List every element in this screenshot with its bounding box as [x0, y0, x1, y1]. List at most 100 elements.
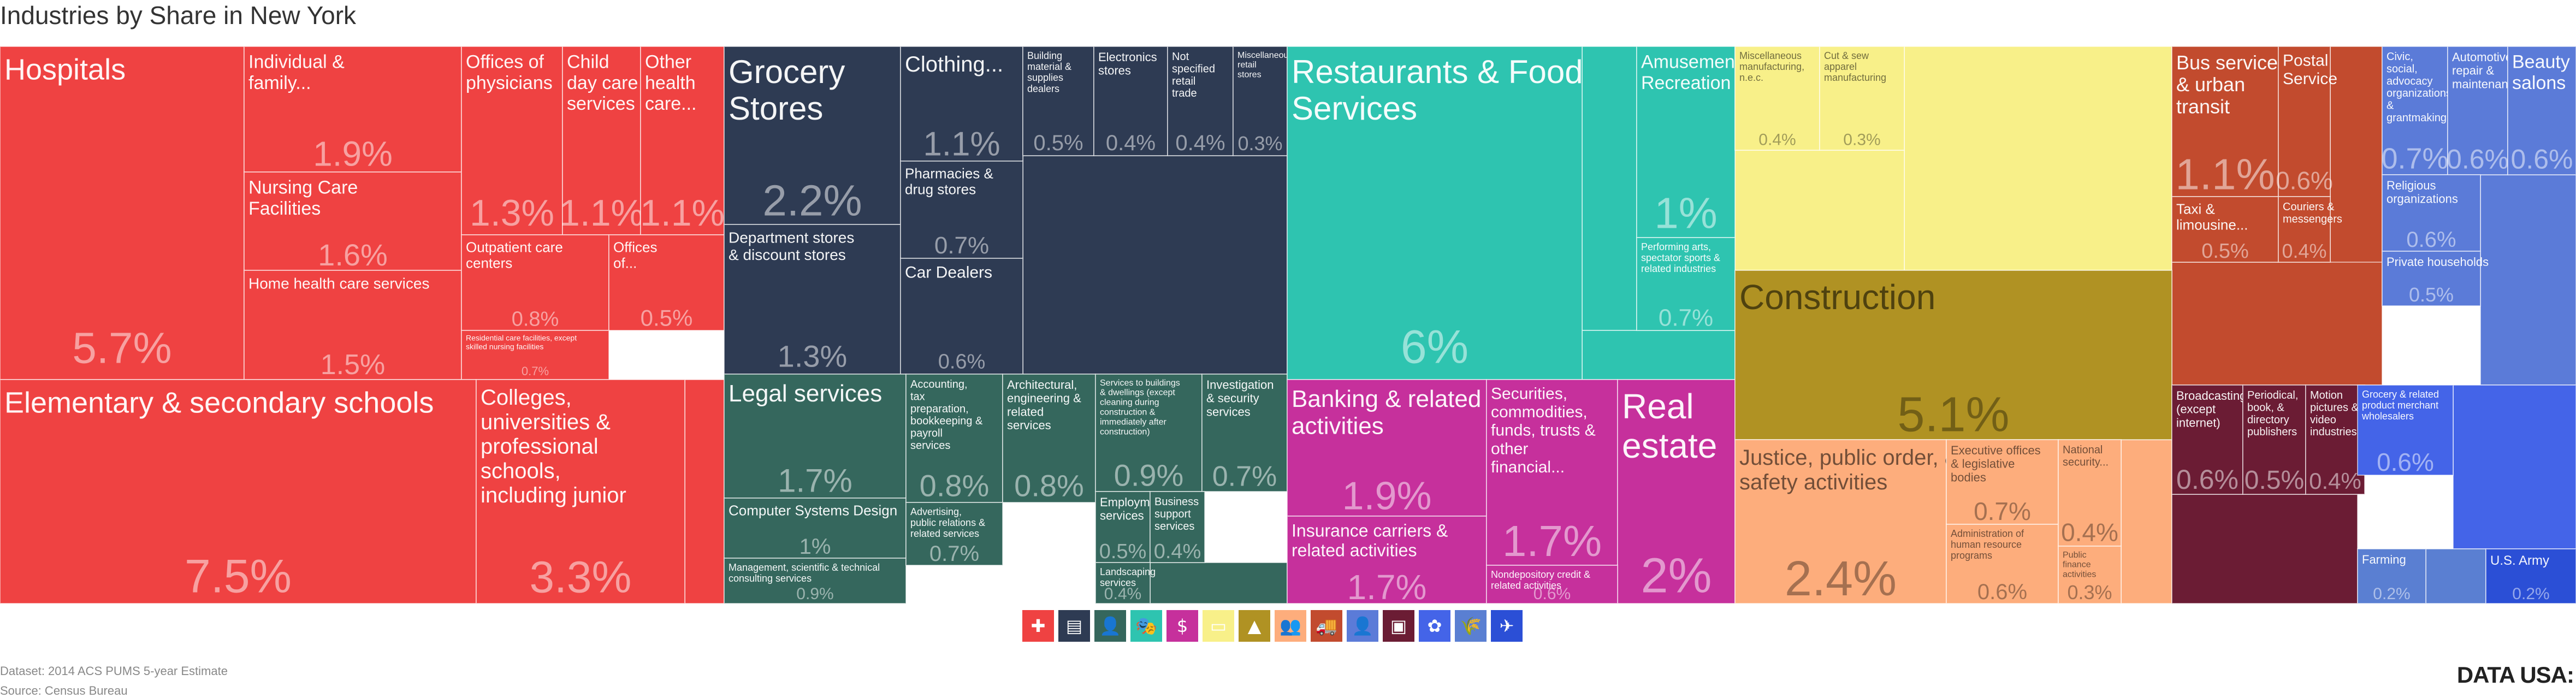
- treemap-cell-label: book, &: [2247, 401, 2284, 413]
- treemap-cell-label: Insurance carriers &: [1292, 521, 1448, 541]
- treemap-cell[interactable]: Colleges,universities &professionalschoo…: [476, 379, 685, 604]
- treemap-cell[interactable]: Home health care services 1.5%: [244, 270, 462, 381]
- treemap-cell[interactable]: Civic,social,advocacyorganizations,&gran…: [2381, 46, 2455, 175]
- treemap-cell[interactable]: U.S. Army 0.2%: [2485, 548, 2576, 604]
- treemap-cell[interactable]: Clothing... 1.1%: [900, 46, 1023, 163]
- treemap-cell-rect: [2382, 251, 2481, 306]
- retail-icon[interactable]: ▤: [1058, 610, 1090, 642]
- treemap-cell[interactable]: Farming 0.2%: [2357, 548, 2426, 604]
- treemap-minor-cells-manufacturing: [1904, 46, 2172, 271]
- treemap-cell-rect: [2357, 548, 2426, 604]
- treemap-cell[interactable]: Private households 0.5%: [2382, 251, 2489, 306]
- treemap-cell-label: retail: [1237, 61, 1257, 70]
- treemap-cell-rect: [2357, 385, 2454, 476]
- treemap-cell-share: 0.6%: [1977, 580, 2027, 604]
- treemap-cell-label: construction): [1100, 427, 1150, 436]
- treemap-cell-share: 1.6%: [318, 238, 388, 272]
- treemap-cell[interactable]: Advertising,public relations &related se…: [905, 502, 1003, 566]
- treemap-cell-rect: [2058, 439, 2122, 547]
- manufacturing-icon[interactable]: ▭: [1203, 610, 1234, 642]
- information-icon[interactable]: ▣: [1383, 610, 1414, 642]
- treemap-cell[interactable]: Couriers &messengers 0.4%: [2278, 196, 2342, 263]
- treemap-cell-rect: [2171, 385, 2243, 495]
- treemap-cell[interactable]: Performing arts,spectator sports &relate…: [1636, 237, 1736, 332]
- treemap-cell-label: Investigation: [1206, 378, 1274, 392]
- treemap-cell[interactable]: Legal services 1.7%: [724, 374, 907, 499]
- health-icon[interactable]: ✚: [1022, 610, 1054, 642]
- treemap-cell-share: 0.6%: [2406, 228, 2456, 252]
- treemap-cell[interactable]: Construction 5.1%: [1734, 270, 2172, 442]
- wholesale-icon[interactable]: ✿: [1419, 610, 1450, 642]
- treemap-cell[interactable]: Nondepository credit &related activities…: [1486, 565, 1618, 604]
- construction-icon[interactable]: ▲: [1239, 610, 1270, 642]
- treemap-cell[interactable]: Car Dealers 0.6%: [900, 258, 1023, 375]
- treemap-cell[interactable]: Management, scientific & technicalconsul…: [724, 558, 907, 604]
- military-icon[interactable]: ✈: [1491, 610, 1523, 642]
- treemap-cell-rect: [0, 379, 477, 604]
- treemap-cell[interactable]: Services to buildings& dwellings (except…: [1095, 374, 1203, 492]
- treemap-minor-cells-public-admin: [2121, 439, 2172, 604]
- treemap-cell[interactable]: Justice, public order, &safety activitie…: [1734, 439, 1959, 604]
- treemap-cell[interactable]: Hospitals 5.7%: [0, 46, 245, 380]
- treemap-cell-label: Miscellaneous: [1739, 50, 1802, 61]
- professional-icon[interactable]: 👤: [1094, 610, 1126, 642]
- treemap-cell-rect: [1150, 491, 1205, 563]
- other-services-icon[interactable]: 👤: [1347, 610, 1378, 642]
- arts-icon[interactable]: 🎭: [1130, 610, 1162, 642]
- public-admin-icon[interactable]: 👥: [1275, 610, 1306, 642]
- treemap-cell-label: related industries: [1641, 263, 1716, 274]
- finance-icon[interactable]: $: [1166, 610, 1198, 642]
- treemap-cell[interactable]: Individual &family... 1.9%: [244, 46, 462, 174]
- treemap-cell-label: Performing arts,: [1641, 241, 1711, 252]
- treemap-cell[interactable]: Taxi &limousine... 0.5%: [2171, 196, 2279, 263]
- treemap-cell[interactable]: Insurance carriers &related activities 1.…: [1287, 516, 1487, 604]
- treemap-cell-share: 0.4%: [1175, 131, 1225, 155]
- treemap-cell-label: stores: [1237, 70, 1262, 80]
- treemap-cell[interactable]: Architectural,engineering &relatedservic…: [1002, 374, 1096, 503]
- treemap-cell[interactable]: Residential care facilities, exceptskill…: [461, 330, 609, 380]
- transport-icon[interactable]: 🚚: [1311, 610, 1342, 642]
- treemap-cell[interactable]: Securities,commodities,funds, trusts &ot…: [1486, 379, 1618, 566]
- treemap-cell[interactable]: Pharmacies &drug stores 0.7%: [900, 161, 1023, 259]
- treemap-cell-share: 5.1%: [1897, 388, 2009, 442]
- treemap-cell[interactable]: Elementary & secondary schools 7.5%: [0, 379, 477, 604]
- treemap-cell[interactable]: Computer Systems Design 1%: [724, 498, 907, 559]
- treemap-cell[interactable]: Department stores& discount stores 1.3%: [724, 224, 901, 375]
- agriculture-icon[interactable]: 🌾: [1455, 610, 1487, 642]
- treemap-cell-rect: [640, 46, 725, 235]
